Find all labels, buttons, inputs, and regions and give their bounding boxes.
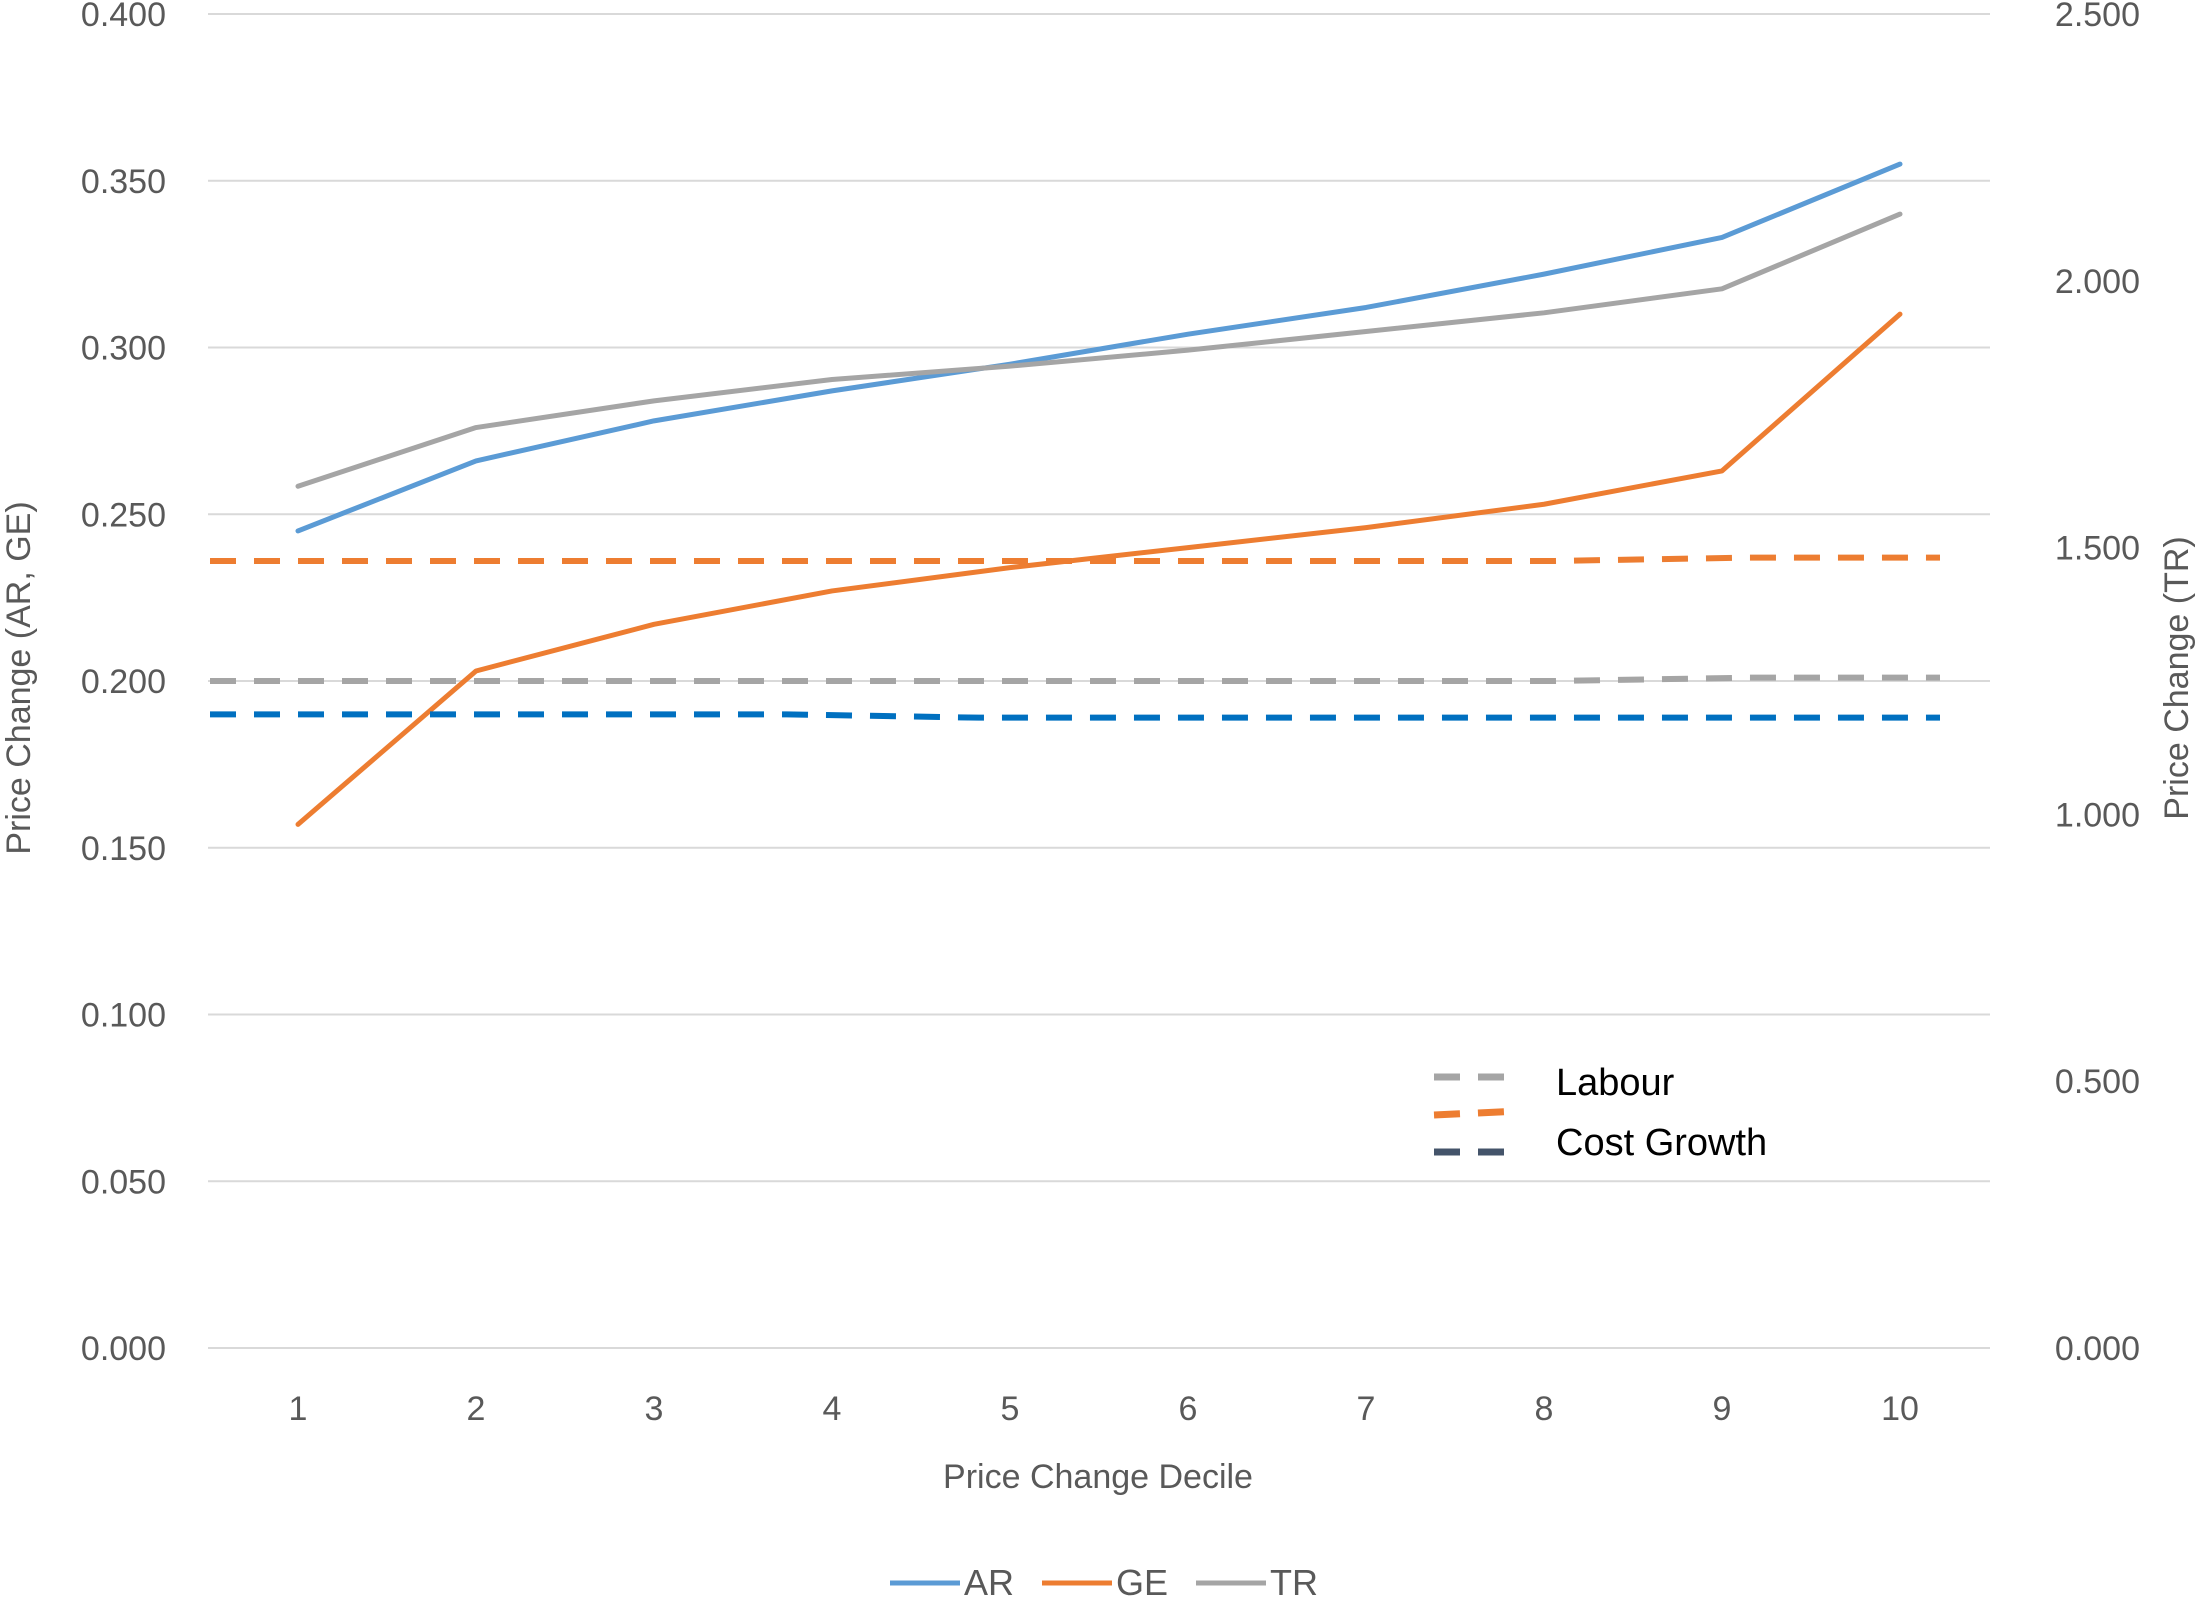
y-tick-label: 0.100 (81, 997, 166, 1035)
y-tick-label: 0.200 (81, 663, 166, 701)
y2-tick-label: 1.500 (2055, 530, 2140, 568)
x-tick-label: 4 (823, 1390, 842, 1428)
x-tick-label: 7 (1357, 1390, 1376, 1428)
y2-tick-label: 2.000 (2055, 263, 2140, 301)
x-tick-label: 10 (1881, 1390, 1919, 1428)
labour-dashed-line (210, 674, 1940, 684)
x-tick-label: 6 (1179, 1390, 1198, 1428)
x-axis-ticks: 1 2 3 4 5 6 7 8 9 10 (289, 1390, 1919, 1428)
legend-label-labour: Labour (1556, 1062, 1675, 1104)
y2-axis-label: Price Change (TR) (2158, 536, 2196, 819)
left-axis-ticks: 0.000 0.050 0.100 0.150 0.200 0.250 0.300 0.350… (81, 0, 166, 1368)
series-line-ar (295, 161, 1903, 534)
x-tick-label: 2 (467, 1390, 486, 1428)
y2-tick-label: 0.500 (2055, 1063, 2140, 1101)
x-axis-label: Price Change Decile (943, 1458, 1253, 1496)
legend-label-cost-growth: Cost Growth (1556, 1122, 1767, 1164)
right-axis-ticks: 0.000 0.500 1.000 1.500 2.000 2.500 (2055, 0, 2140, 1368)
dashed-line-legend: Labour Cost Growth (1433, 1062, 1767, 1164)
y2-tick-label: 1.000 (2055, 796, 2140, 834)
series-line-ge (295, 311, 1903, 827)
y-tick-label: 0.050 (81, 1163, 166, 1201)
series-line-tr (295, 211, 1903, 489)
legend-label-ge: GE (1116, 1562, 1168, 1596)
legend-label-ar: AR (964, 1562, 1014, 1596)
y2-tick-label: 2.500 (2055, 0, 2140, 34)
x-tick-label: 8 (1535, 1390, 1554, 1428)
x-tick-label: 3 (645, 1390, 664, 1428)
legend-label-tr: TR (1270, 1562, 1318, 1596)
x-tick-label: 1 (289, 1390, 308, 1428)
y-tick-label: 0.300 (81, 330, 166, 368)
x-tick-label: 9 (1713, 1390, 1732, 1428)
y-tick-label: 0.350 (81, 163, 166, 201)
y2-tick-label: 0.000 (2055, 1330, 2140, 1368)
legend-dash-orange (1433, 1107, 1521, 1119)
series-legend: AR GE TR (890, 1562, 1318, 1601)
y-tick-label: 0.400 (81, 0, 166, 34)
y-tick-label: 0.250 (81, 496, 166, 534)
cost-growth-dashed-line (210, 711, 1940, 721)
x-tick-label: 5 (1001, 1390, 1020, 1428)
y-tick-label: 0.000 (81, 1330, 166, 1368)
orange-dashed-line (210, 554, 1940, 564)
y-axis-label: Price Change (AR, GE) (0, 501, 38, 854)
y-tick-label: 0.150 (81, 830, 166, 868)
series-lines (210, 161, 1940, 827)
